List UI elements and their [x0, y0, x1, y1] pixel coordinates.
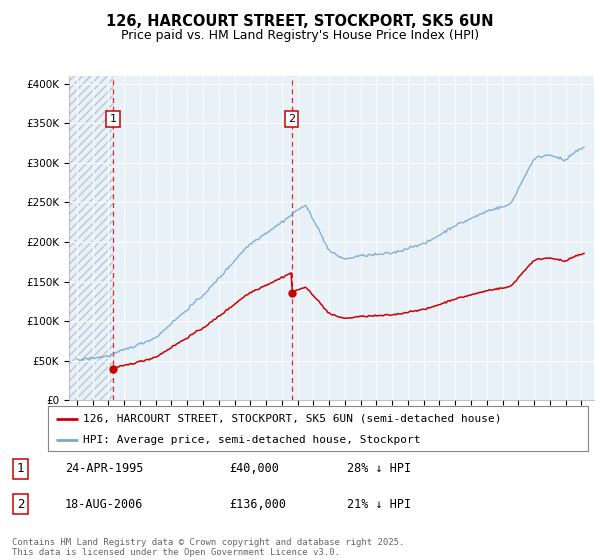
Text: 2: 2: [288, 114, 295, 124]
Text: 1: 1: [17, 463, 25, 475]
Text: Price paid vs. HM Land Registry's House Price Index (HPI): Price paid vs. HM Land Registry's House …: [121, 29, 479, 42]
Text: £40,000: £40,000: [229, 463, 280, 475]
Text: 21% ↓ HPI: 21% ↓ HPI: [347, 497, 411, 511]
Text: Contains HM Land Registry data © Crown copyright and database right 2025.
This d: Contains HM Land Registry data © Crown c…: [12, 538, 404, 557]
Text: 28% ↓ HPI: 28% ↓ HPI: [347, 463, 411, 475]
Text: 126, HARCOURT STREET, STOCKPORT, SK5 6UN: 126, HARCOURT STREET, STOCKPORT, SK5 6UN: [106, 14, 494, 29]
Text: £136,000: £136,000: [229, 497, 286, 511]
Text: 126, HARCOURT STREET, STOCKPORT, SK5 6UN (semi-detached house): 126, HARCOURT STREET, STOCKPORT, SK5 6UN…: [83, 413, 502, 423]
Text: 18-AUG-2006: 18-AUG-2006: [65, 497, 143, 511]
Text: HPI: Average price, semi-detached house, Stockport: HPI: Average price, semi-detached house,…: [83, 435, 421, 445]
Text: 1: 1: [109, 114, 116, 124]
Text: 2: 2: [17, 497, 25, 511]
Text: 24-APR-1995: 24-APR-1995: [65, 463, 143, 475]
